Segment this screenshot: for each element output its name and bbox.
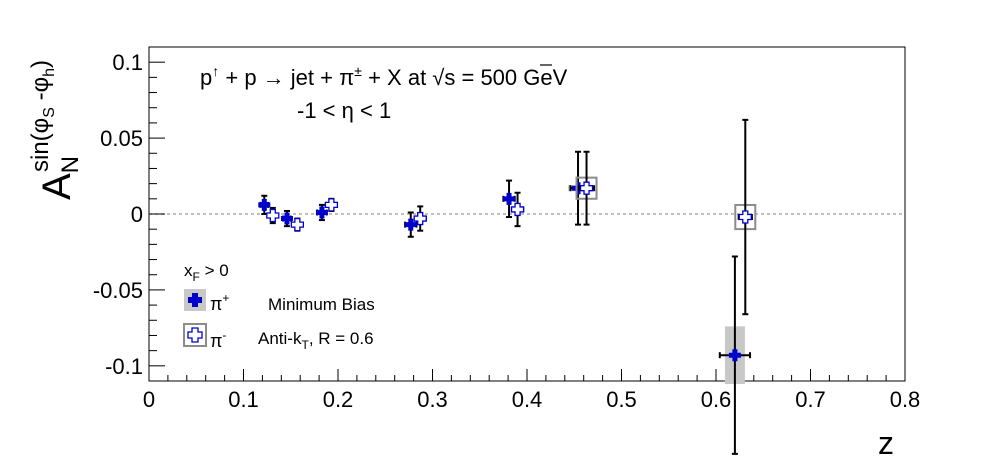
data-point-pi-minus (266, 208, 280, 223)
svg-text:sin(φS -φh): sin(φS -φh) (27, 60, 58, 172)
y-tick-label: 0 (131, 202, 143, 227)
data-point-pi-plus (280, 212, 293, 225)
chart-title-line1: p↑ + p → jet + π± + X at √s = 500 GeV (200, 63, 568, 90)
data-point-pi-minus (510, 202, 525, 217)
data-point-pi-minus (290, 217, 305, 232)
data-series (258, 118, 757, 455)
svg-text:AN: AN (35, 156, 84, 200)
y-tick-label: -0.1 (105, 354, 143, 379)
y-axis-ticks: -0.1 -0.05 0 0.05 0.1 (93, 46, 165, 382)
y-tick-label: -0.05 (93, 278, 143, 303)
x-tick-label: 0 (143, 387, 155, 412)
svg-text:π+: π+ (210, 291, 229, 314)
legend-entry-pi-minus: π- Anti-kT, R = 0.6 (183, 323, 374, 352)
x-tick-label: 0.8 (890, 387, 921, 412)
data-point-pi-minus (579, 181, 594, 195)
legend: xF > 0 π+ Minimum Bias π- Anti-kT, R = 0… (183, 261, 375, 352)
data-point-pi-plus (503, 192, 516, 205)
legend-header: xF > 0 (184, 261, 229, 284)
legend-pi-plus-marker (188, 293, 202, 307)
x-axis-ticks: 0 0.1 0.2 0.3 0.4 0.5 0.6 0.7 0.8 (143, 369, 920, 412)
x-tick-label: 0.2 (323, 387, 354, 412)
data-point-pi-plus (258, 198, 271, 211)
x-axis-label: z (878, 425, 894, 461)
data-point-pi-minus (413, 211, 427, 226)
x-tick-label: 0.6 (701, 387, 732, 412)
legend-pi-minus-marker (187, 327, 203, 343)
y-tick-label: 0.05 (100, 126, 143, 151)
data-point-pi-plus (728, 349, 741, 362)
x-tick-label: 0.4 (512, 387, 543, 412)
legend-pi-plus-label: Minimum Bias (268, 295, 375, 314)
y-tick-label: 0.1 (112, 50, 143, 75)
svg-text:π-: π- (210, 328, 226, 351)
x-tick-label: 0.3 (417, 387, 448, 412)
x-tick-label: 0.7 (795, 387, 826, 412)
legend-pi-minus-label: Anti-kT, R = 0.6 (258, 329, 374, 352)
chart-title-line2: -1 < η < 1 (297, 98, 391, 123)
data-point-pi-minus (738, 210, 752, 224)
series-pi-minus (266, 118, 757, 316)
x-tick-label: 0.1 (228, 387, 259, 412)
data-point-pi-minus (324, 198, 339, 212)
x-tick-label: 0.5 (606, 387, 637, 412)
y-axis-label: AN sin(φS -φh) (27, 60, 84, 200)
data-point-pi-plus (404, 218, 417, 231)
legend-entry-pi-plus: π+ Minimum Bias (184, 289, 375, 314)
data-point-pi-plus (315, 206, 328, 219)
